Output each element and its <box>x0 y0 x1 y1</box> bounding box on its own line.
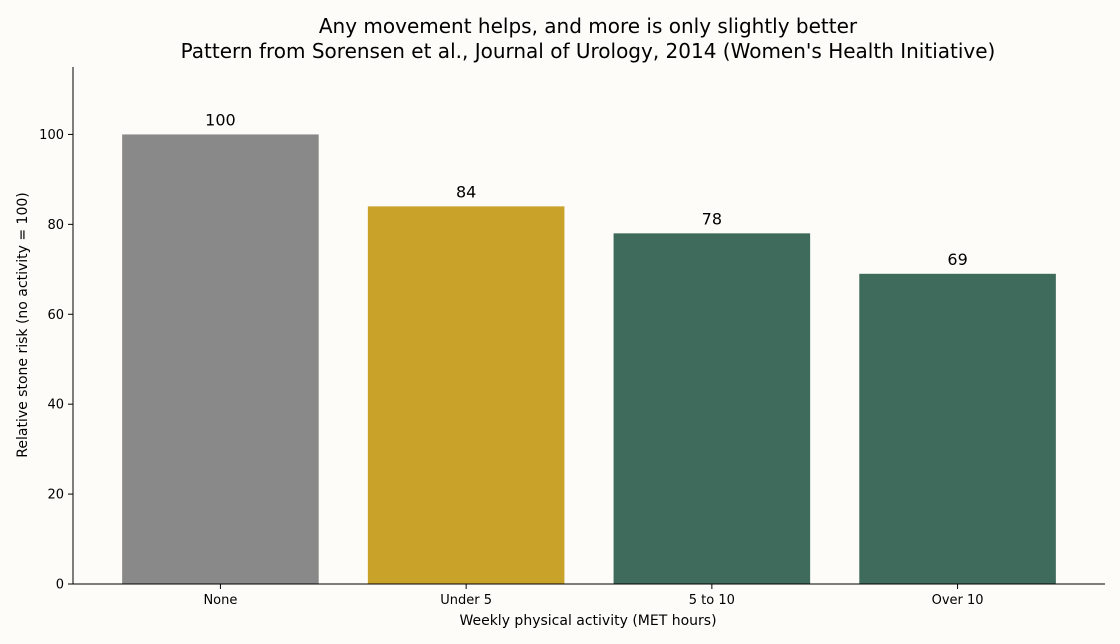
bar-value-label: 84 <box>456 182 476 201</box>
y-axis-label: Relative stone risk (no activity = 100) <box>15 192 31 457</box>
bar-value-label: 78 <box>702 209 722 228</box>
bar-value-labels: 100 84 78 69 <box>205 110 968 268</box>
bar <box>613 233 811 585</box>
bar-value-label: 69 <box>947 250 967 269</box>
chart-subtitle: Pattern from Sorensen et al., Journal of… <box>181 39 996 63</box>
x-tick-label: None <box>203 593 237 608</box>
y-tick-label: 80 <box>47 218 64 233</box>
bar <box>122 134 319 584</box>
y-tick-label: 20 <box>47 488 64 503</box>
y-axis-ticks: 0 20 40 60 80 100 <box>39 128 73 593</box>
y-tick-label: 100 <box>39 128 64 143</box>
plot-area: 0 20 40 60 80 100 100 84 78 69 None Under 5 5 to 1… <box>39 67 1105 608</box>
y-tick-label: 60 <box>47 308 64 323</box>
y-tick-label: 0 <box>56 578 64 593</box>
x-tick-label: Over 10 <box>932 593 984 608</box>
chart-title: Any movement helps, and more is only sli… <box>319 14 858 38</box>
x-tick-label: 5 to 10 <box>689 593 735 608</box>
y-tick-label: 40 <box>47 398 64 413</box>
bars <box>122 134 1056 585</box>
x-axis-ticks: None Under 5 5 to 10 Over 10 <box>203 584 984 608</box>
x-tick-label: Under 5 <box>440 593 492 608</box>
bar <box>367 206 565 584</box>
bar <box>859 273 1056 584</box>
x-axis-label: Weekly physical activity (MET hours) <box>459 613 716 629</box>
bar-value-label: 100 <box>205 110 236 129</box>
